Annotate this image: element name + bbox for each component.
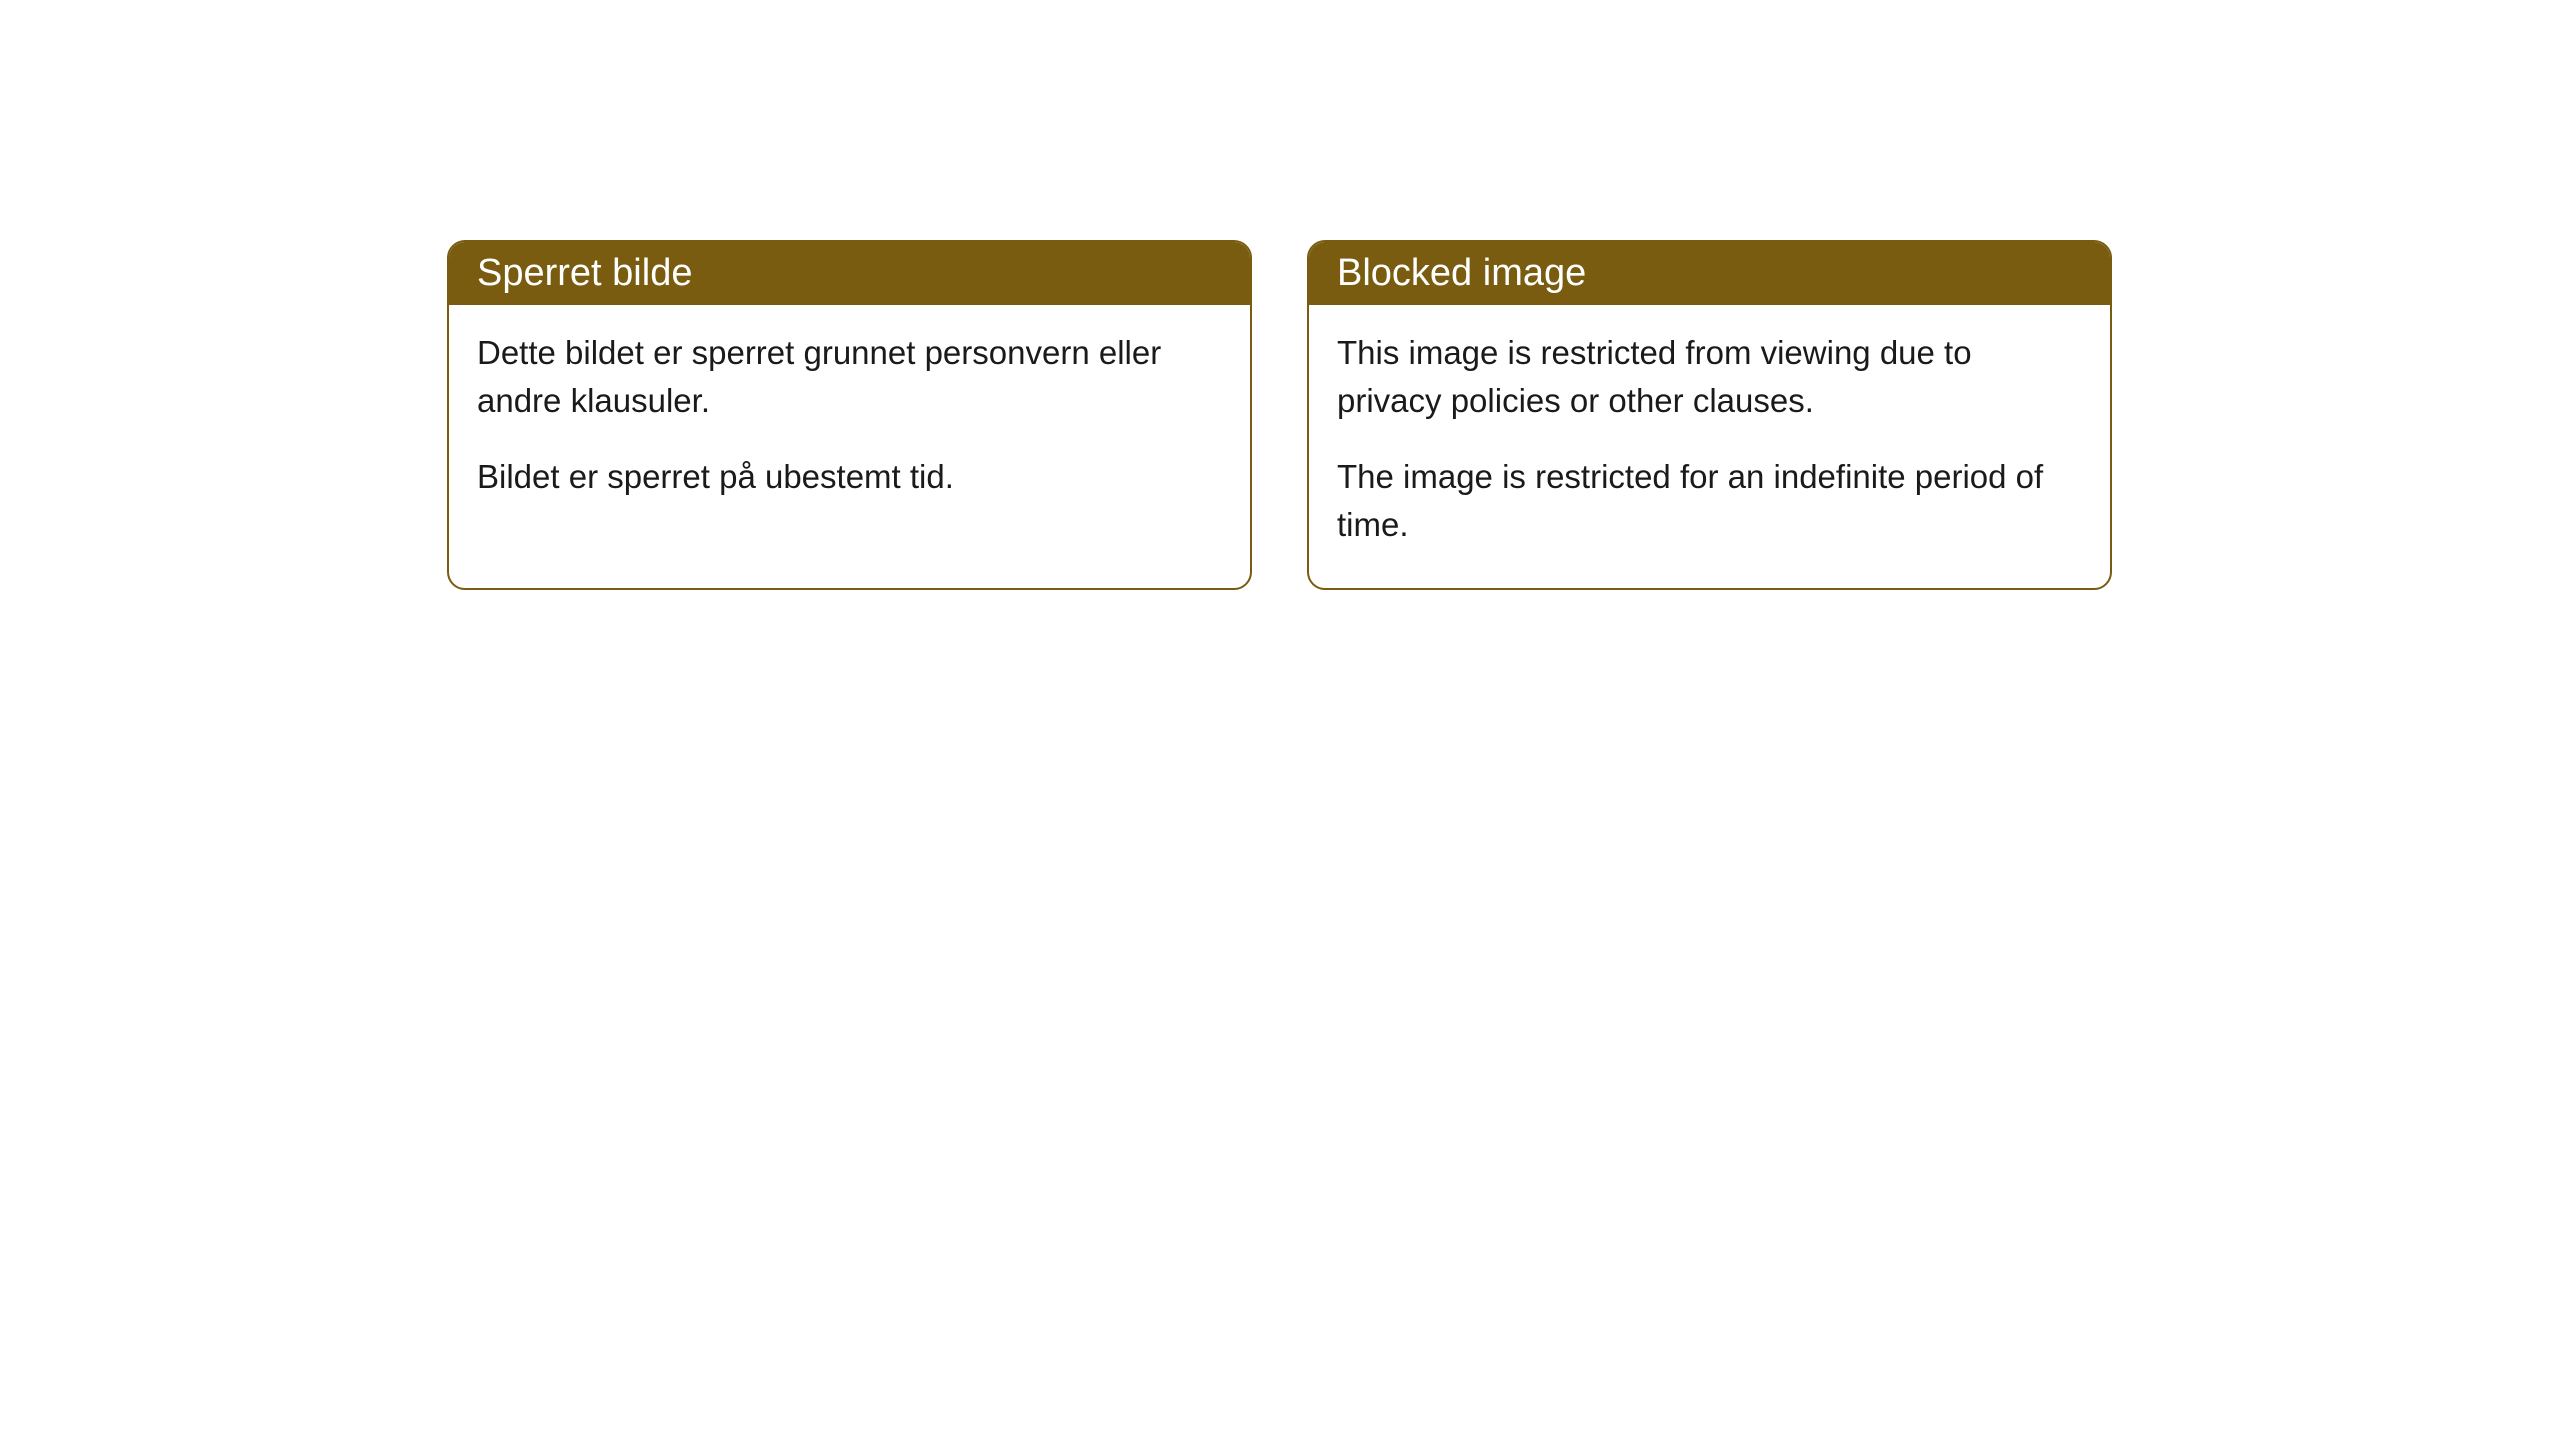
card-title: Blocked image — [1337, 252, 1586, 294]
card-paragraph: Dette bildet er sperret grunnet personve… — [477, 329, 1222, 425]
card-title: Sperret bilde — [477, 252, 692, 294]
notice-card-norwegian: Sperret bilde Dette bildet er sperret gr… — [447, 240, 1252, 590]
card-body: This image is restricted from viewing du… — [1309, 305, 2110, 588]
card-header: Blocked image — [1309, 242, 2110, 305]
card-paragraph: Bildet er sperret på ubestemt tid. — [477, 453, 1222, 501]
notice-cards-container: Sperret bilde Dette bildet er sperret gr… — [447, 240, 2112, 590]
card-body: Dette bildet er sperret grunnet personve… — [449, 305, 1250, 541]
card-header: Sperret bilde — [449, 242, 1250, 305]
card-paragraph: The image is restricted for an indefinit… — [1337, 453, 2082, 549]
notice-card-english: Blocked image This image is restricted f… — [1307, 240, 2112, 590]
card-paragraph: This image is restricted from viewing du… — [1337, 329, 2082, 425]
